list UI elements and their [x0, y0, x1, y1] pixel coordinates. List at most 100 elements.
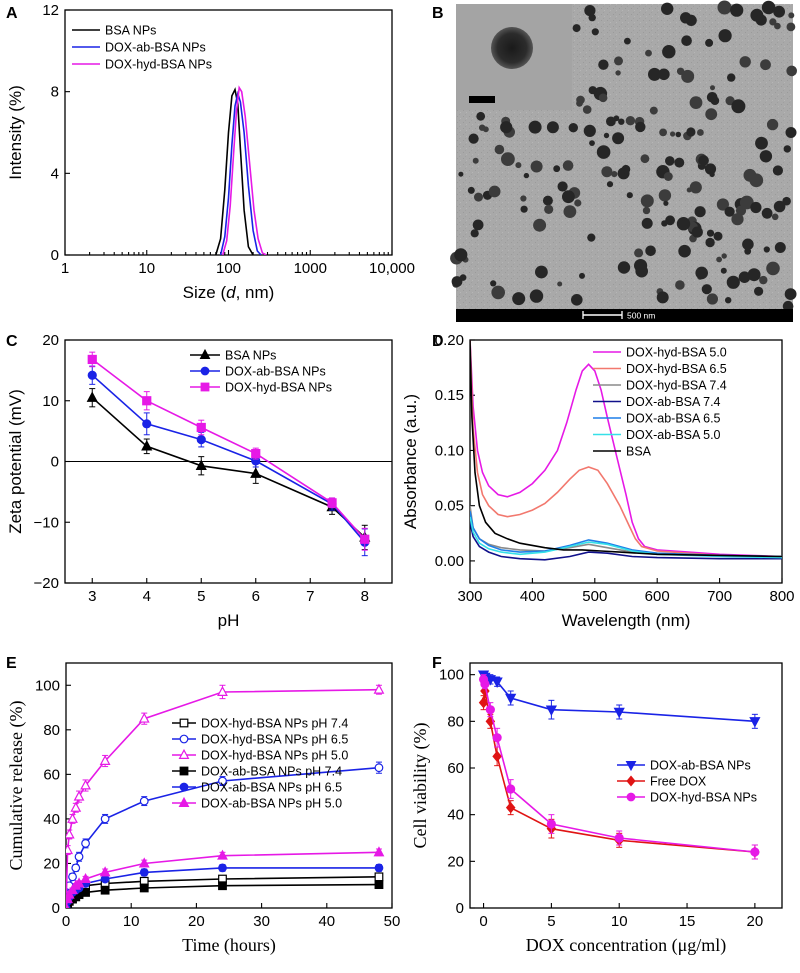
series-line	[470, 340, 782, 558]
tem-particle	[512, 292, 526, 306]
y-tick-label: 0	[51, 454, 59, 471]
y-tick-label: 40	[447, 807, 464, 824]
tem-particle	[649, 106, 658, 115]
data-point	[492, 750, 502, 763]
tem-particle	[563, 205, 577, 219]
tem-particle	[676, 67, 685, 76]
y-tick-label: 40	[43, 811, 60, 828]
tem-particle	[747, 268, 761, 282]
data-point	[81, 839, 90, 848]
legend-label: DOX-ab-BSA 6.5	[626, 412, 721, 426]
x-tick-label: 600	[645, 588, 670, 605]
data-point	[100, 885, 110, 895]
tem-particle	[583, 124, 596, 137]
data-point	[80, 779, 91, 790]
data-point	[74, 852, 84, 862]
tem-particle	[634, 248, 644, 258]
tem-particle	[488, 185, 501, 198]
plot-frame	[469, 662, 783, 909]
tem-particle	[572, 24, 581, 33]
x-tick-label: 1000	[294, 260, 327, 277]
data-point	[196, 422, 206, 433]
legend-label: DOX-ab-BSA NPs pH 5.0	[201, 797, 342, 811]
series-dox-hyd-bsa-6-5	[470, 340, 782, 558]
tem-particle	[713, 231, 723, 241]
legend-label: DOX-ab-BSA NPs	[650, 759, 751, 773]
tem-particle	[717, 0, 732, 15]
x-tick-label: 4	[143, 588, 151, 605]
tem-particle	[720, 267, 727, 274]
tem-particle	[675, 280, 685, 290]
series-dox-hyd-bsa-nps-ph-5-0	[66, 683, 385, 908]
y-tick-label: 80	[447, 713, 464, 730]
tem-particle	[472, 219, 484, 231]
tem-particle	[730, 3, 744, 17]
tem-scalebar-strip	[456, 309, 793, 322]
legend: BSA NPs DOX-ab-BSA NPs DOX-hyd-BSA NPs	[190, 349, 332, 395]
tem-particle	[755, 136, 768, 150]
panel-b-letter: B	[432, 5, 444, 22]
tem-particle	[529, 289, 544, 303]
data-point	[485, 705, 495, 715]
tem-particle	[716, 256, 722, 263]
y-tick-label: 0.15	[435, 387, 464, 404]
legend-label: DOX-hyd-BSA NPs pH 5.0	[201, 749, 348, 763]
y-tick-label: 0	[51, 247, 59, 264]
tem-particle	[716, 198, 730, 211]
series-line	[91, 374, 366, 543]
tem-particle	[640, 194, 654, 208]
tem-particle	[535, 265, 548, 279]
data-point	[179, 718, 189, 728]
tem-particle	[771, 213, 779, 221]
series-dox-ab-bsa-nps	[219, 90, 262, 255]
tem-particle	[739, 195, 754, 210]
tem-particle	[542, 195, 553, 206]
y-tick-label: 60	[43, 766, 60, 783]
tem-particle	[640, 154, 650, 164]
data-point	[70, 801, 82, 812]
legend-label: BSA NPs	[105, 24, 156, 38]
tem-particle	[553, 165, 561, 173]
tem-particle	[588, 86, 597, 95]
tem-particle	[710, 85, 715, 91]
tem-particle	[774, 242, 786, 253]
tem-particle	[694, 206, 706, 218]
tem-particle	[603, 132, 610, 139]
tem-particle	[772, 165, 784, 176]
tem-inset-scalebar	[469, 96, 495, 103]
x-tick-label: 10	[138, 260, 155, 277]
x-tick-label: 10	[123, 913, 140, 930]
x-axis-label-part: Size (	[183, 283, 227, 302]
data-point	[374, 763, 384, 773]
legend: DOX-hyd-BSA 5.0 DOX-hyd-BSA 6.5 DOX-hyd-BS…	[593, 346, 727, 459]
tem-particle	[738, 271, 751, 284]
tem-particle	[759, 150, 773, 163]
legend: DOX-hyd-BSA NPs pH 7.4 DOX-hyd-BSA NPs pH…	[172, 717, 348, 811]
tem-particle	[766, 261, 780, 276]
legend-label: BSA NPs	[225, 349, 276, 363]
tem-particle	[658, 68, 670, 81]
series-line	[91, 358, 366, 540]
tem-particle	[474, 192, 483, 202]
data-point	[71, 863, 81, 873]
data-point	[505, 693, 517, 705]
tem-particle	[588, 13, 596, 22]
tem-inset-particle	[491, 27, 533, 69]
tem-particle	[515, 162, 522, 169]
data-point	[218, 863, 227, 873]
tem-particle	[613, 115, 620, 122]
data-point	[66, 828, 75, 839]
panel-a-letter: A	[6, 5, 18, 22]
series-line	[470, 522, 782, 561]
data-point	[141, 440, 153, 451]
series-dox-ab-bsa-6-5	[470, 511, 782, 558]
data-point	[87, 370, 97, 380]
tem-particle	[546, 121, 559, 134]
tem-particle	[676, 217, 691, 231]
data-point	[374, 863, 384, 873]
panel-d-letter: D	[432, 333, 444, 350]
tem-particle	[759, 275, 768, 285]
data-point	[138, 712, 150, 723]
data-point	[178, 796, 190, 808]
data-point	[374, 880, 384, 890]
